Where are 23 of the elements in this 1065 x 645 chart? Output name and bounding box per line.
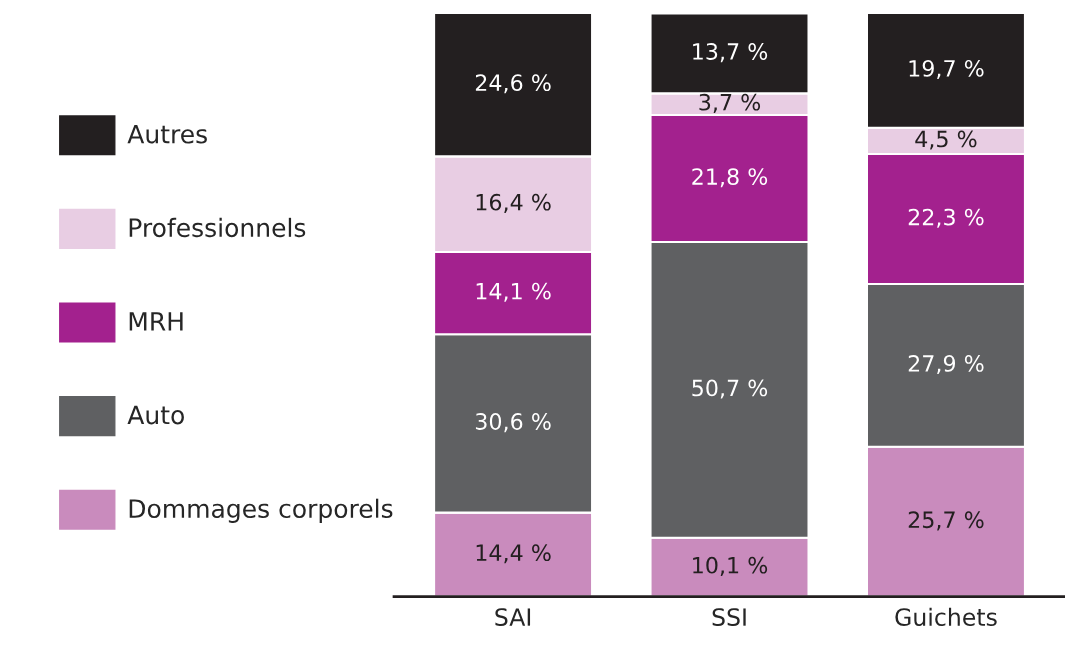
data-label: 27,9 %: [908, 355, 984, 375]
data-label: 30,6 %: [475, 413, 551, 433]
x-tick-label: SAI: [495, 608, 531, 627]
data-label: 16,4 %: [476, 193, 551, 213]
data-label: 24,6 %: [475, 74, 551, 94]
data-label: 13,7 %: [693, 43, 768, 63]
data-label: 19,7 %: [909, 59, 984, 80]
data-label: 22,3 %: [908, 208, 984, 228]
data-label: 25,7 %: [908, 511, 984, 531]
legend-label: Autres: [127, 124, 207, 144]
x-tick-label: SSI: [712, 608, 746, 627]
legend-label: Professionnels: [129, 217, 306, 238]
legend-label: Auto: [127, 405, 184, 425]
data-label: 10,1 %: [693, 556, 768, 576]
x-tick-label: Guichets: [895, 607, 997, 627]
data-label: 50,7 %: [692, 379, 768, 399]
data-label: 4,5 %: [915, 130, 977, 150]
data-label: 14,4 %: [476, 544, 551, 564]
data-label: 14,1 %: [476, 282, 551, 302]
data-label: 3,7 %: [699, 93, 761, 113]
legend-label: Dommages corporels: [129, 498, 393, 523]
data-label: 21,8 %: [692, 168, 768, 188]
legend-label: MRH: [129, 312, 183, 331]
